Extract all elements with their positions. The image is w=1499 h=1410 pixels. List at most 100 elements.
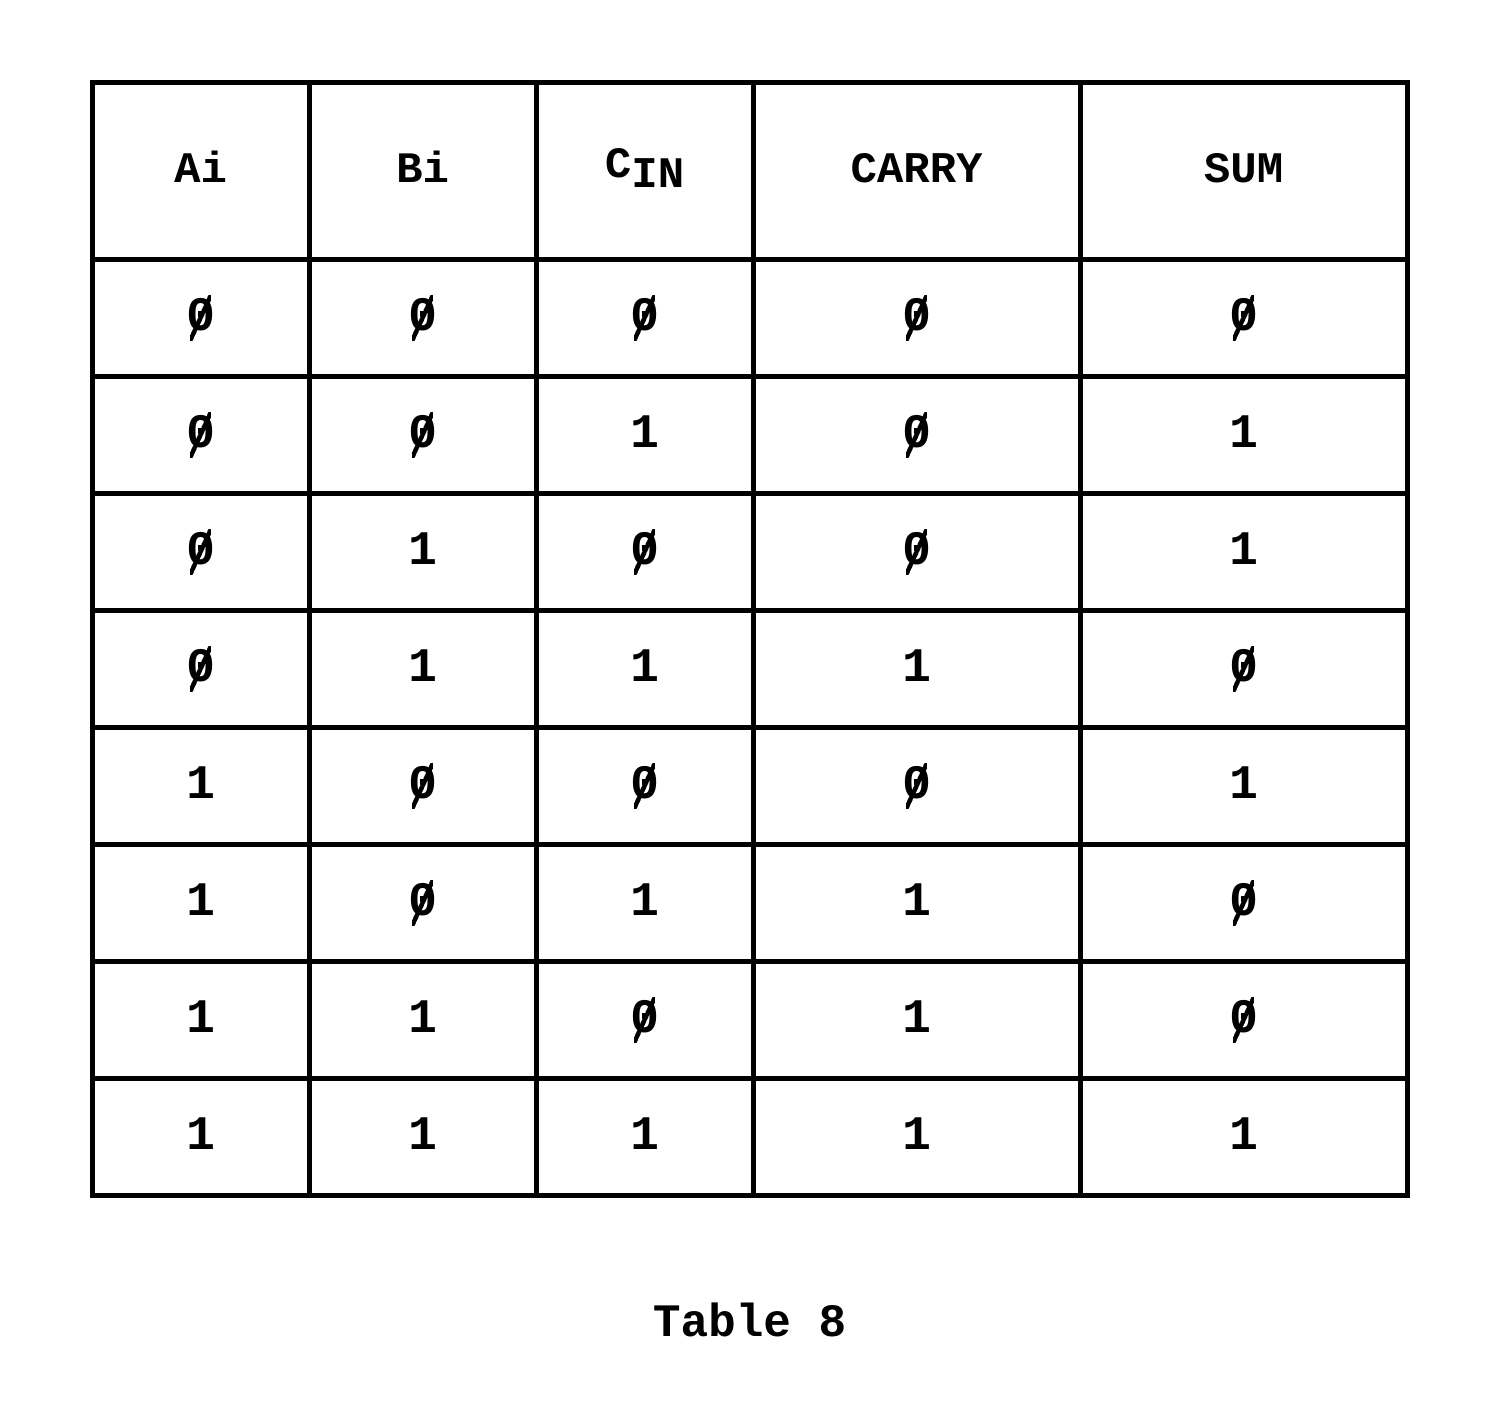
table-cell: 0 bbox=[309, 260, 536, 377]
table-row: 1 0 1 1 0 bbox=[92, 845, 1407, 962]
table-cell: 0 bbox=[536, 494, 753, 611]
table-cell: 1 bbox=[92, 962, 309, 1079]
col-header-sum: SUM bbox=[1080, 83, 1407, 260]
table-row: 0 0 0 0 0 bbox=[92, 260, 1407, 377]
cell-value: 0 bbox=[630, 291, 659, 345]
table-cell: 0 bbox=[92, 260, 309, 377]
table-cell: 1 bbox=[309, 1079, 536, 1196]
cell-value: 1 bbox=[902, 642, 931, 696]
col-header-cin-label: CIN bbox=[605, 141, 684, 191]
cell-value: 1 bbox=[1229, 1110, 1258, 1164]
table-cell: 0 bbox=[1080, 962, 1407, 1079]
table-row: 1 0 0 0 1 bbox=[92, 728, 1407, 845]
cell-value: 0 bbox=[902, 525, 931, 579]
table-cell: 1 bbox=[753, 962, 1080, 1079]
cell-value: 0 bbox=[902, 759, 931, 813]
cell-value: 0 bbox=[408, 759, 437, 813]
cell-value: 0 bbox=[186, 525, 215, 579]
table-cell: 0 bbox=[753, 494, 1080, 611]
table-body: 0 0 0 0 0 0 0 1 0 1 0 1 0 0 1 0 1 1 1 0 1 0 0 0 1 1 0 1 1 0 1 1 0 1 0 1 1 1 1 1 bbox=[92, 260, 1407, 1196]
col-header-cin: CIN bbox=[536, 83, 753, 260]
cell-value: 1 bbox=[630, 876, 659, 930]
table-cell: 1 bbox=[1080, 1079, 1407, 1196]
cell-value: 1 bbox=[408, 1110, 437, 1164]
table-cell: 0 bbox=[309, 728, 536, 845]
cell-value: 0 bbox=[902, 408, 931, 462]
cell-value: 1 bbox=[186, 876, 215, 930]
table-cell: 0 bbox=[753, 728, 1080, 845]
cell-value: 1 bbox=[408, 525, 437, 579]
table-cell: 1 bbox=[753, 611, 1080, 728]
col-header-ai-label: Ai bbox=[174, 146, 227, 196]
table-cell: 0 bbox=[309, 377, 536, 494]
col-header-ai: Ai bbox=[92, 83, 309, 260]
cell-value: 1 bbox=[186, 759, 215, 813]
cell-value: 1 bbox=[1229, 525, 1258, 579]
table-cell: 1 bbox=[536, 377, 753, 494]
cell-value: 0 bbox=[1229, 993, 1258, 1047]
cell-value: 1 bbox=[630, 642, 659, 696]
col-header-bi-label: Bi bbox=[396, 146, 449, 196]
cell-value: 1 bbox=[1229, 759, 1258, 813]
table-row: 1 1 0 1 0 bbox=[92, 962, 1407, 1079]
col-header-carry: CARRY bbox=[753, 83, 1080, 260]
table-row: 1 1 1 1 1 bbox=[92, 1079, 1407, 1196]
table-cell: 1 bbox=[536, 611, 753, 728]
table-cell: 1 bbox=[309, 611, 536, 728]
cell-value: 1 bbox=[408, 993, 437, 1047]
cell-value: 1 bbox=[1229, 408, 1258, 462]
table-cell: 1 bbox=[92, 845, 309, 962]
cell-value: 0 bbox=[1229, 291, 1258, 345]
table-header-row: Ai Bi CIN CARRY SUM bbox=[92, 83, 1407, 260]
table-cell: 0 bbox=[1080, 845, 1407, 962]
cell-value: 0 bbox=[186, 408, 215, 462]
cell-value: 1 bbox=[630, 1110, 659, 1164]
table-cell: 0 bbox=[753, 260, 1080, 377]
table-cell: 1 bbox=[1080, 494, 1407, 611]
table-cell: 1 bbox=[309, 494, 536, 611]
cell-value: 0 bbox=[630, 759, 659, 813]
table-row: 0 0 1 0 1 bbox=[92, 377, 1407, 494]
truth-table: Ai Bi CIN CARRY SUM 00000001010100101110… bbox=[90, 80, 1410, 1198]
cell-value: 0 bbox=[186, 291, 215, 345]
table-cell: 0 bbox=[92, 494, 309, 611]
table-cell: 0 bbox=[1080, 260, 1407, 377]
table-cell: 1 bbox=[92, 728, 309, 845]
cell-value: 0 bbox=[408, 876, 437, 930]
table-cell: 0 bbox=[92, 611, 309, 728]
cell-value: 0 bbox=[1229, 876, 1258, 930]
cell-value: 1 bbox=[630, 408, 659, 462]
cell-value: 0 bbox=[1229, 642, 1258, 696]
table-cell: 1 bbox=[536, 1079, 753, 1196]
table-cell: 0 bbox=[92, 377, 309, 494]
table-row: 0 1 0 0 1 bbox=[92, 494, 1407, 611]
table-cell: 0 bbox=[536, 962, 753, 1079]
table-caption-text: Table 8 bbox=[653, 1298, 846, 1350]
cell-value: 0 bbox=[408, 408, 437, 462]
table-cell: 0 bbox=[309, 845, 536, 962]
table-cell: 0 bbox=[536, 260, 753, 377]
table-cell: 1 bbox=[1080, 377, 1407, 494]
cell-value: 0 bbox=[902, 291, 931, 345]
cell-value: 1 bbox=[408, 642, 437, 696]
table-cell: 1 bbox=[309, 962, 536, 1079]
table-cell: 1 bbox=[753, 845, 1080, 962]
table-cell: 1 bbox=[753, 1079, 1080, 1196]
table-cell: 0 bbox=[1080, 611, 1407, 728]
col-header-carry-label: CARRY bbox=[850, 146, 982, 196]
table-caption: Table 8 bbox=[80, 1298, 1419, 1350]
cell-value: 1 bbox=[902, 876, 931, 930]
table-cell: 1 bbox=[1080, 728, 1407, 845]
cell-value: 1 bbox=[902, 1110, 931, 1164]
cell-value: 1 bbox=[186, 993, 215, 1047]
cell-value: 1 bbox=[902, 993, 931, 1047]
cell-value: 0 bbox=[630, 993, 659, 1047]
cell-value: 0 bbox=[186, 642, 215, 696]
table-cell: 0 bbox=[536, 728, 753, 845]
col-header-sum-label: SUM bbox=[1204, 146, 1283, 196]
cell-value: 0 bbox=[408, 291, 437, 345]
table-row: 0 1 1 1 0 bbox=[92, 611, 1407, 728]
table-cell: 1 bbox=[92, 1079, 309, 1196]
cell-value: 0 bbox=[630, 525, 659, 579]
table-cell: 0 bbox=[753, 377, 1080, 494]
